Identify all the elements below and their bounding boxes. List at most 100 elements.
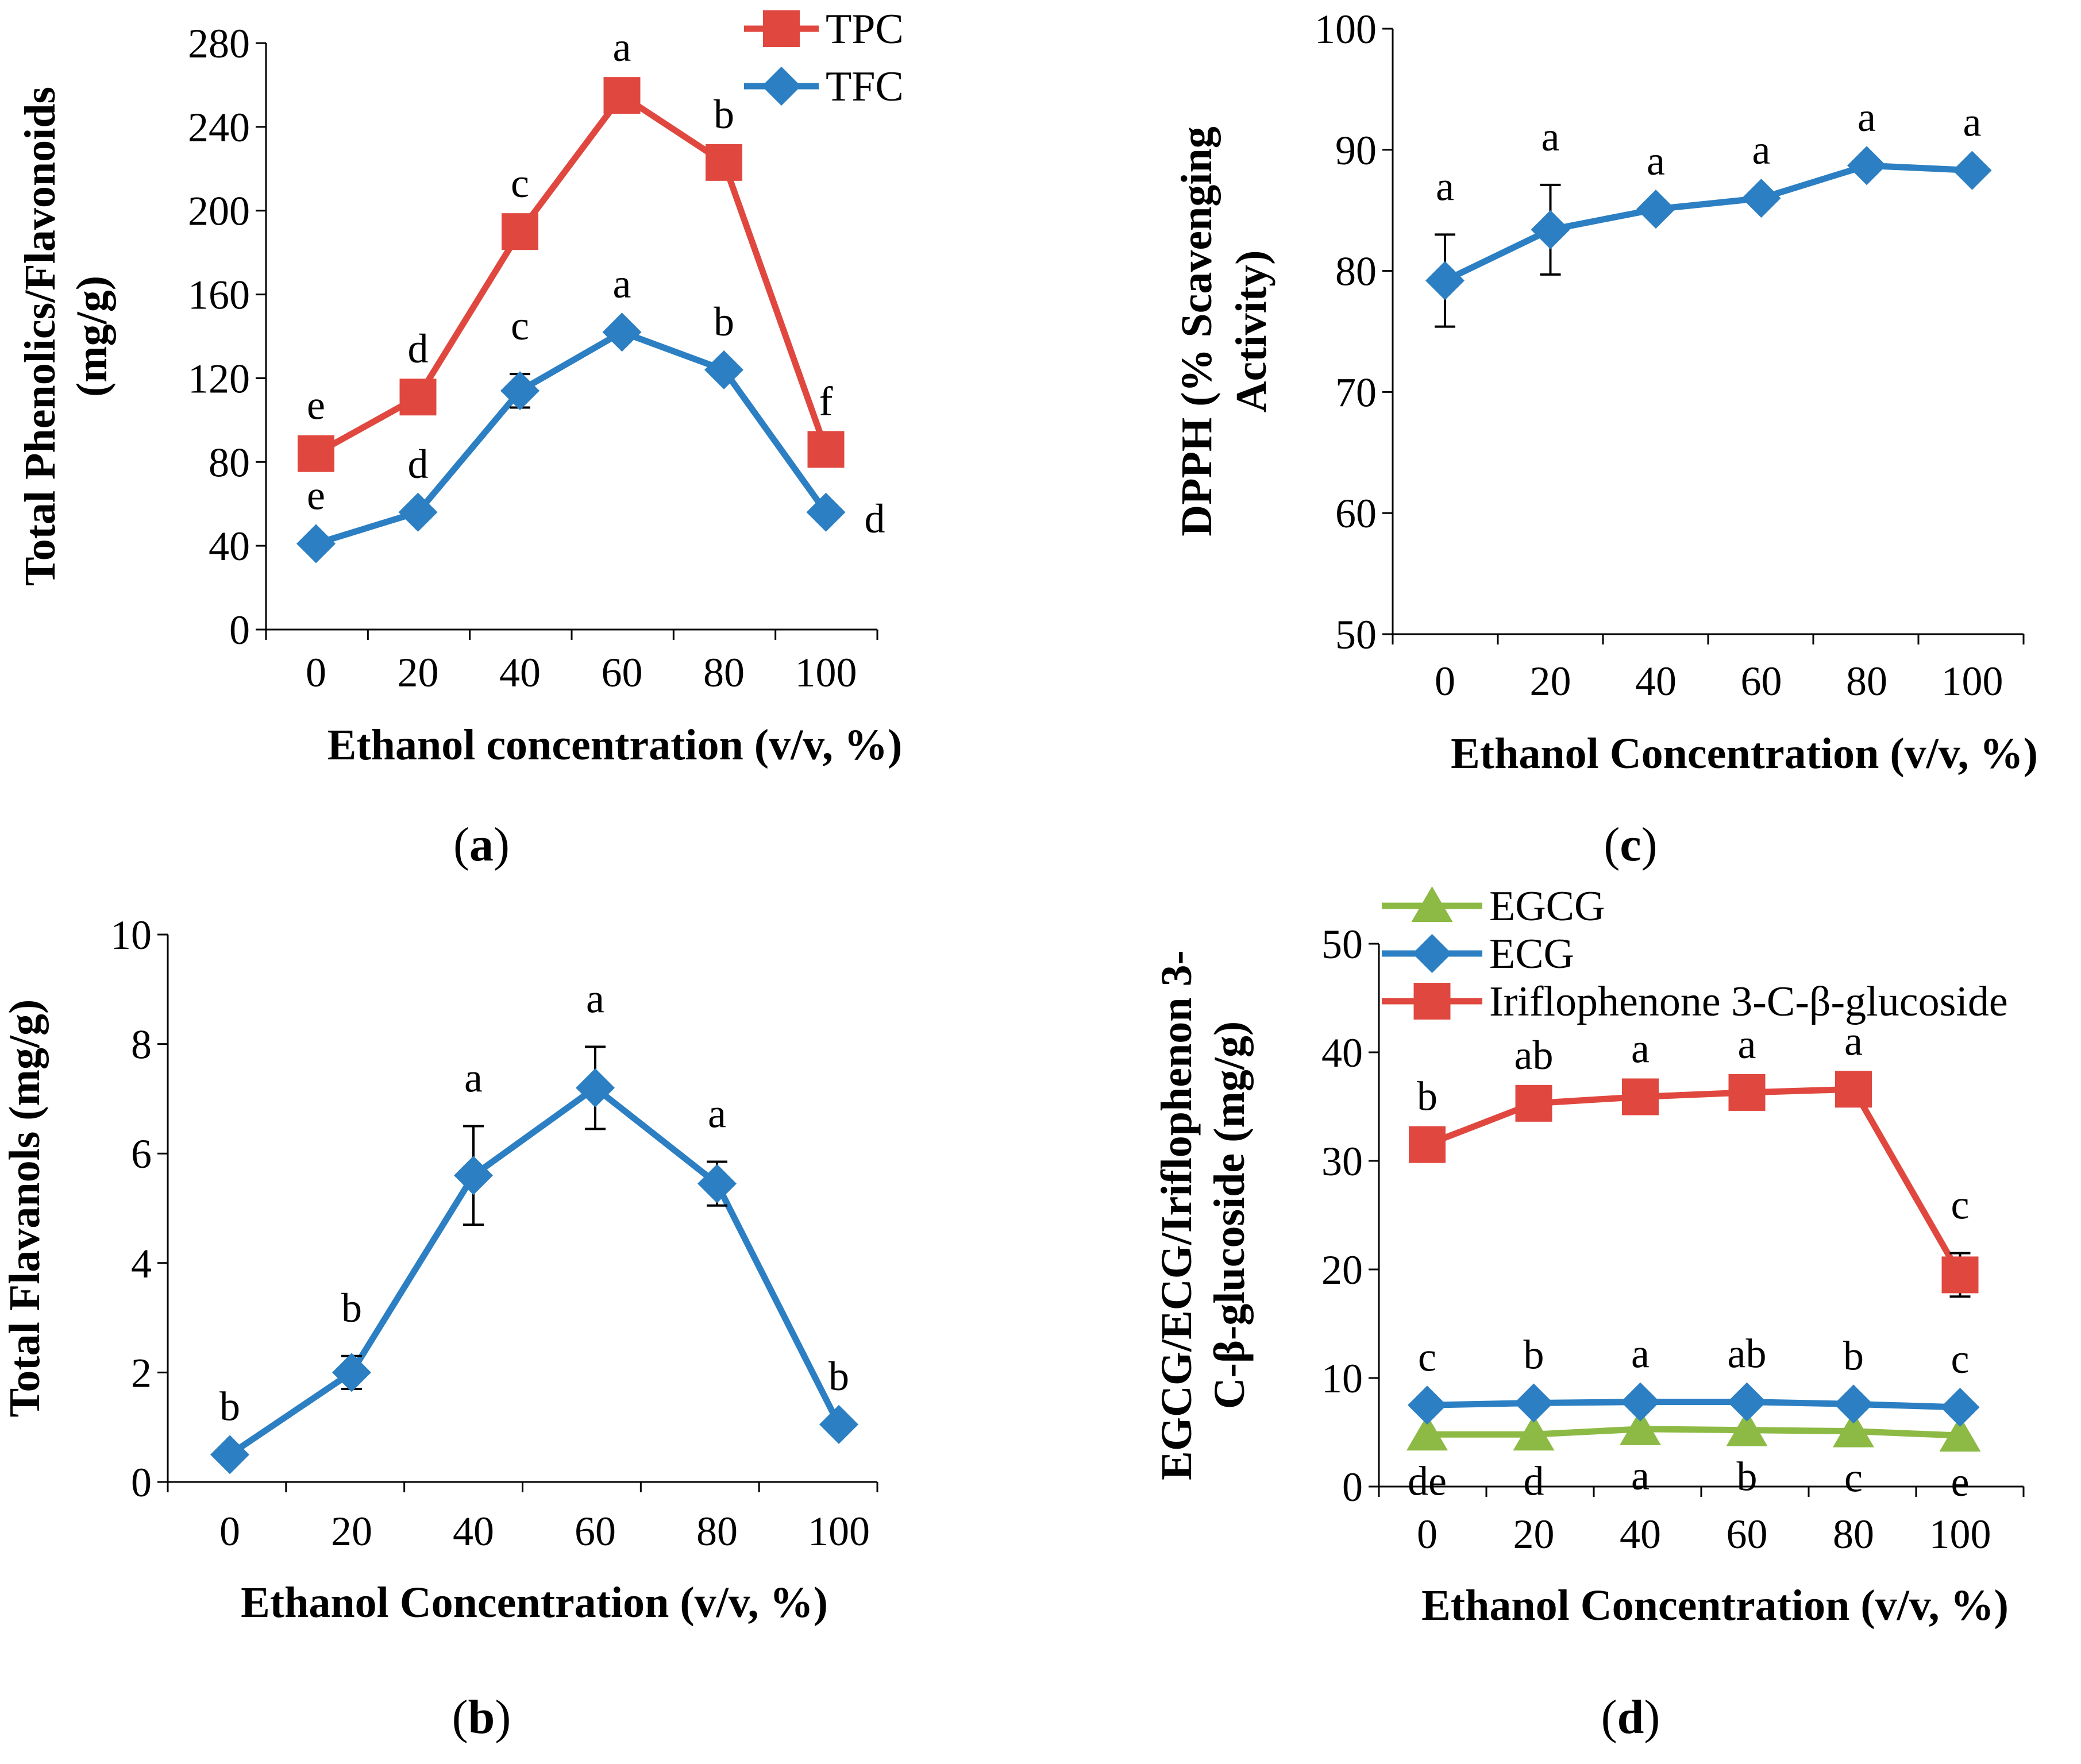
data-point — [332, 1353, 371, 1392]
series-egcg: de d a b c e — [1406, 1409, 1981, 1505]
y-tick-label: 20 — [1321, 1247, 1363, 1293]
data-point — [576, 1068, 615, 1107]
series-line — [315, 329, 828, 547]
significance-letter: a — [1858, 94, 1876, 140]
panel-label-letter: d — [1617, 1690, 1644, 1744]
data-point — [1408, 1385, 1447, 1425]
y-tick-label: 10 — [110, 912, 152, 958]
data-point — [502, 213, 538, 250]
series-line — [1427, 1426, 1960, 1439]
significance-letter: a — [1542, 114, 1560, 160]
y-axis-title: Activity) — [1227, 250, 1275, 413]
series-line — [314, 92, 829, 457]
significance-letter: b — [219, 1383, 240, 1429]
data-point — [1620, 1409, 1661, 1445]
legend-marker — [1413, 983, 1451, 1020]
y-tick-label: 120 — [188, 356, 250, 402]
data-point — [298, 435, 334, 472]
data-point — [1425, 261, 1465, 300]
x-tick-label: 20 — [1530, 658, 1571, 704]
significance-letter: b — [341, 1285, 362, 1331]
data-point — [1952, 150, 1992, 190]
y-tick-label: 90 — [1335, 128, 1377, 173]
significance-letter: a — [1844, 1018, 1863, 1064]
x-tick-label: 100 — [1929, 1511, 1991, 1557]
data-point — [1409, 1126, 1446, 1163]
x-tick-label: 0 — [306, 650, 326, 696]
chart-panel-d: 0 10 20 30 40 50 0 20 40 60 80 100 Ethanol Concentra… — [1153, 883, 2025, 1744]
y-axis-title: DPPH (% Scavenging — [1173, 126, 1221, 536]
legend-marker — [762, 67, 801, 106]
x-tick-label: 100 — [795, 650, 857, 696]
data-point — [1621, 1382, 1660, 1422]
x-tick-label: 0 — [1435, 658, 1455, 704]
data-point — [500, 371, 539, 411]
data-point — [1847, 146, 1886, 186]
significance-letter: de — [1408, 1458, 1447, 1504]
y-tick-label: 10 — [1321, 1356, 1363, 1402]
significance-letter: a — [1738, 1021, 1756, 1067]
significance-letter: a — [1436, 163, 1454, 209]
y-tick-label: 240 — [188, 105, 250, 150]
panel-label-letter: c — [1620, 818, 1641, 871]
x-tick-label: 0 — [219, 1508, 240, 1554]
y-axis-title: EGCG/ECG/Iriflophenon 3- — [1153, 950, 1201, 1480]
y-tick-label: 0 — [1342, 1464, 1363, 1510]
significance-letter: f — [819, 378, 833, 424]
y-tick-label: 70 — [1335, 369, 1377, 415]
significance-letter: b — [1737, 1454, 1758, 1500]
significance-letter: e — [1951, 1459, 1970, 1505]
data-point — [1636, 190, 1675, 229]
y-tick-label: 4 — [131, 1241, 152, 1287]
x-tick-label: 0 — [1417, 1511, 1438, 1557]
significance-letter: d — [408, 441, 429, 487]
panel-label-paren: ) — [495, 1690, 511, 1744]
y-axis-title: C-β-glucoside (mg/g) — [1205, 1021, 1254, 1409]
x-tick-label: 40 — [453, 1508, 494, 1554]
data-point — [1835, 1071, 1872, 1108]
significance-letter: a — [613, 24, 631, 70]
data-point — [210, 1435, 249, 1474]
series-line — [1426, 1086, 1963, 1277]
chart-panel-a: 0 40 80 120 160 200 240 280 0 20 40 60 80 100 Ethanol … — [16, 6, 904, 871]
series-dpph: a a a a a a — [1425, 94, 1992, 328]
y-tick-label: 50 — [1321, 921, 1363, 967]
y-tick-label: 80 — [1335, 249, 1377, 295]
legend-label: TPC — [826, 6, 904, 53]
data-point — [1940, 1388, 1980, 1427]
x-tick-label: 40 — [1620, 1511, 1661, 1557]
legend-marker — [1411, 886, 1453, 922]
data-point — [296, 524, 336, 563]
legend-marker — [1412, 934, 1452, 973]
significance-letter: b — [828, 1353, 849, 1399]
y-axis-title: Total Flavanols (mg/g) — [1, 999, 49, 1418]
y-tick-label: 40 — [209, 523, 250, 569]
x-axis-title: Ethanol Concentration (v/v, %) — [241, 1578, 828, 1627]
data-point — [819, 1404, 858, 1444]
y-tick-label: 60 — [1335, 491, 1377, 536]
x-tick-label: 100 — [808, 1508, 870, 1554]
panel-label-paren: ( — [1601, 1690, 1617, 1744]
x-axis-title: Ethanol concentration (v/v, %) — [327, 721, 903, 769]
significance-letter: d — [865, 496, 885, 542]
data-point — [1727, 1382, 1767, 1422]
data-point — [602, 312, 642, 352]
series-tfc: e d c a b d — [296, 261, 885, 563]
y-tick-label: 100 — [1315, 6, 1377, 52]
significance-letter: a — [1631, 1453, 1650, 1499]
y-tick-label: 0 — [131, 1460, 152, 1506]
significance-letter: c — [1418, 1334, 1436, 1380]
legend-label: TFC — [826, 63, 904, 110]
y-axis-title: Total Phenolics/Flavonoids — [16, 87, 64, 586]
panel-label-letter: a — [469, 818, 494, 871]
series-tpc: e d c a b f — [298, 24, 845, 472]
series-iriflophenone-3-c-glucoside: b ab a a a c — [1409, 1018, 1979, 1298]
y-tick-label: 80 — [209, 439, 250, 485]
data-point — [706, 144, 742, 181]
significance-letter: d — [408, 326, 429, 372]
series-line — [228, 1084, 842, 1457]
significance-letter: c — [1951, 1336, 1970, 1382]
significance-letter: a — [1631, 1331, 1650, 1377]
significance-letter: b — [714, 91, 734, 137]
